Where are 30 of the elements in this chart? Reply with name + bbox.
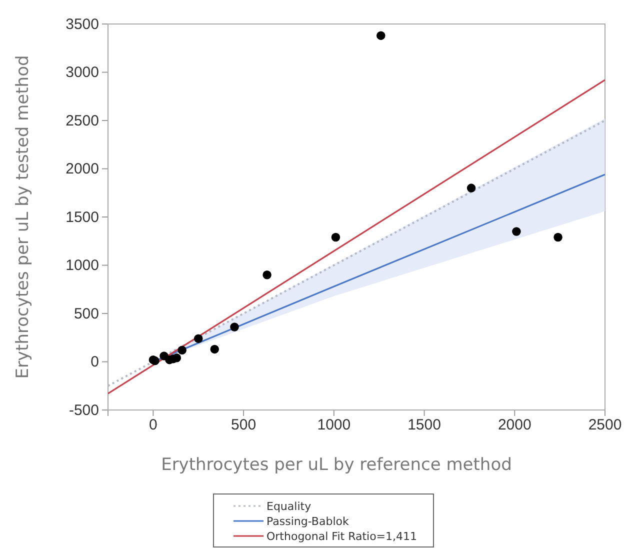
point	[194, 334, 203, 343]
y-tick-label: 3000	[66, 64, 99, 82]
y-tick-label: 3500	[66, 16, 99, 33]
x-tick-label: 500	[231, 416, 256, 434]
y-tick-label: 1500	[66, 208, 99, 226]
point	[230, 322, 239, 332]
y-tick-label: 2000	[66, 160, 99, 178]
point	[262, 270, 272, 280]
x-tick-label: 0	[149, 416, 158, 434]
x-tick-label: 1000	[317, 416, 351, 434]
point	[512, 227, 521, 236]
x-tick-label: 2000	[498, 416, 532, 434]
point	[376, 31, 386, 40]
x-tick-label: 2500	[588, 416, 622, 434]
y-tick-label: 500	[74, 305, 99, 322]
y-tick-label: 1000	[66, 257, 99, 274]
legend-label: Passing-Bablok	[266, 515, 350, 528]
point	[466, 184, 476, 192]
legend-label: Equality	[266, 500, 312, 513]
y-tick-label: 2500	[66, 112, 99, 130]
y-tick-label: -500	[68, 402, 99, 419]
y-tick-label: 0	[90, 354, 99, 371]
x-axis-title: Erythrocytes per uL by reference method	[161, 455, 512, 475]
point	[178, 346, 186, 355]
y-axis-title: Erythrocytes per uL by tested method	[13, 55, 33, 379]
x-tick-label: 1500	[408, 416, 441, 434]
point	[554, 232, 562, 242]
point	[331, 232, 340, 242]
point	[210, 344, 219, 354]
legend-label: Orthogonal Fit Ratio=1,411	[266, 530, 418, 543]
